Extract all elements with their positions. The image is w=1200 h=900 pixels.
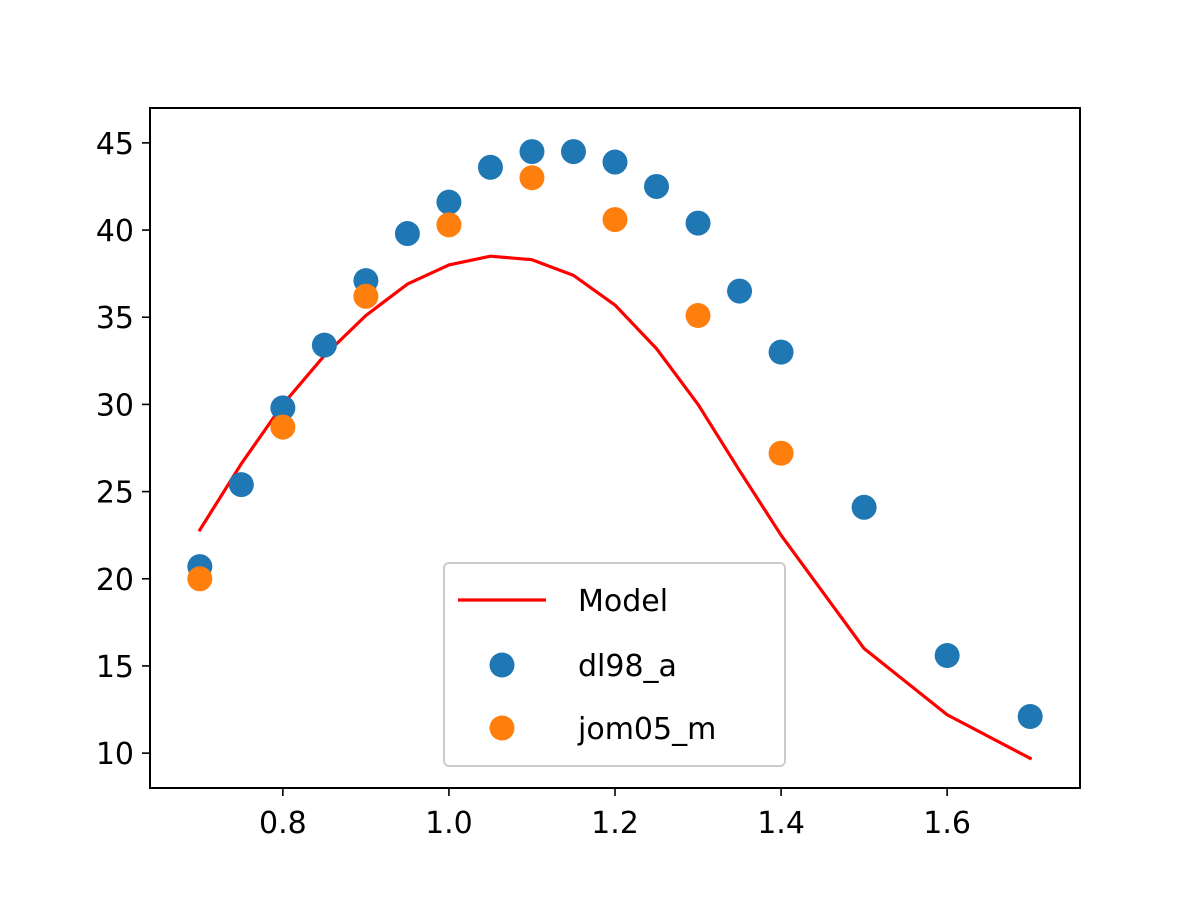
series-jom05-m-point (353, 283, 379, 309)
series-dl98-a-point (768, 339, 794, 365)
y-tick-label: 15 (96, 650, 134, 685)
series-jom05-m-point (436, 212, 462, 238)
x-tick-label: 1.4 (757, 806, 805, 841)
series-dl98-a-point (934, 642, 960, 668)
x-axis: 0.8 1.0 1.2 1.4 1.6 (259, 788, 971, 841)
y-tick-label: 45 (96, 127, 134, 162)
series-dl98-a-point (602, 149, 628, 175)
y-tick-label: 10 (96, 737, 134, 772)
series-jom05-m-point (187, 566, 213, 592)
y-tick-label: 30 (96, 388, 134, 423)
series-dl98-a-point (1017, 704, 1043, 730)
series-dl98-a-point (727, 278, 753, 304)
series-dl98-a-point (477, 154, 503, 180)
y-axis: 10 15 20 25 30 35 40 45 (96, 127, 150, 772)
y-tick-label: 25 (96, 476, 134, 511)
series-dl98-a-point (851, 494, 877, 520)
y-tick-label: 35 (96, 301, 134, 336)
legend-swatch-dl98-a (489, 652, 515, 678)
x-tick-label: 1.2 (591, 806, 639, 841)
y-tick-label: 40 (96, 214, 134, 249)
y-tick-label: 20 (96, 563, 134, 598)
series-dl98-a-point (394, 221, 420, 247)
series-jom05-m-point (685, 302, 711, 328)
legend-label-jom05-m: jom05_m (577, 712, 716, 747)
series-dl98-a-point (560, 139, 586, 165)
legend-label-dl98-a: dl98_a (578, 649, 677, 684)
series-dl98-a-point (228, 472, 254, 498)
series-dl98-a-point (644, 173, 670, 199)
series-model-line (197, 254, 1033, 761)
x-tick-label: 1.6 (923, 806, 971, 841)
series-dl98-a-point (436, 189, 462, 215)
legend: Model dl98_a jom05_m (443, 562, 786, 767)
series-layer (187, 139, 1043, 761)
series-dl98-a-point (270, 395, 296, 421)
series-jom05-m-point (270, 414, 296, 440)
series-jom05-m-point (602, 207, 628, 233)
series-jom05-m-point (519, 165, 545, 191)
legend-label-model: Model (578, 584, 668, 619)
series-jom05-m-point (768, 440, 794, 466)
x-tick-label: 0.8 (259, 806, 307, 841)
x-tick-label: 1.0 (425, 806, 473, 841)
series-dl98-a-point (685, 210, 711, 236)
series-dl98-a-point (519, 139, 545, 165)
legend-box (443, 562, 786, 767)
series-dl98-a-point (311, 332, 337, 358)
legend-swatch-jom05-m (489, 715, 515, 741)
